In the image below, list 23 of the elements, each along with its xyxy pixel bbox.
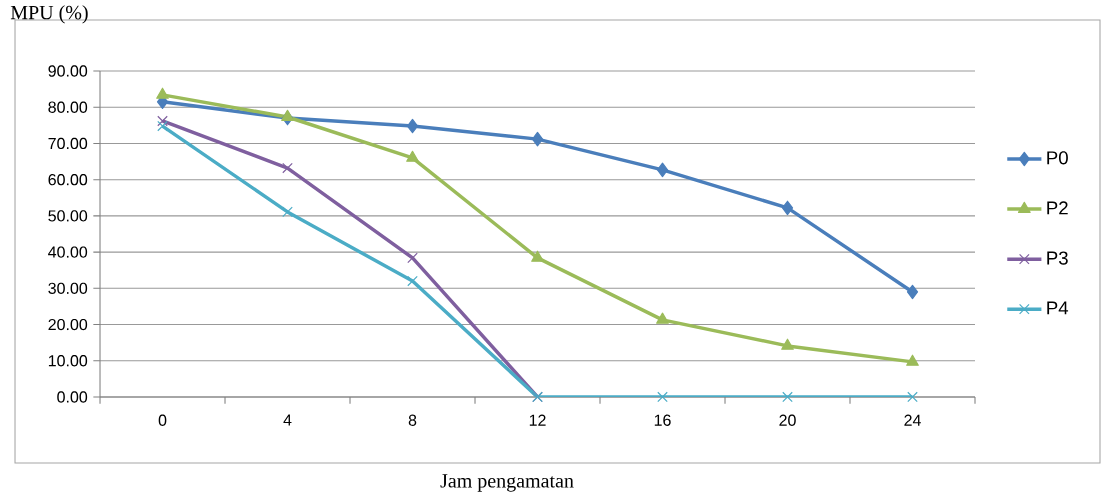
y-tick-label: 70.00: [48, 137, 88, 150]
y-tick-label: 80.00: [48, 101, 88, 113]
y-tick-label: 90.00: [48, 65, 88, 77]
y-axis-title: MPU (%): [10, 5, 88, 24]
y-tick-label: 60.00: [48, 174, 88, 186]
x-axis-title: Jam pengamatan: [440, 474, 574, 492]
x-tick-label: 8: [408, 414, 417, 426]
x-tick-label: 12: [529, 414, 546, 426]
legend-label: P0: [1047, 151, 1068, 165]
x-tick-label: 20: [779, 414, 796, 426]
y-tick-label: 40.00: [48, 246, 88, 258]
x-tick-label: 0: [158, 414, 167, 426]
legend-label: P3: [1047, 251, 1068, 265]
y-tick-label: 30.00: [48, 282, 88, 294]
x-tick-label: 24: [904, 414, 921, 426]
legend-label: P4: [1047, 301, 1069, 315]
y-tick-label: 0.00: [57, 391, 88, 403]
y-tick-label: 10.00: [48, 355, 88, 367]
x-tick-label: 4: [283, 414, 292, 426]
legend-label: P2: [1047, 201, 1068, 215]
y-tick-label: 20.00: [48, 318, 88, 331]
x-tick-label: 16: [654, 414, 671, 426]
y-tick-label: 50.00: [48, 210, 88, 222]
